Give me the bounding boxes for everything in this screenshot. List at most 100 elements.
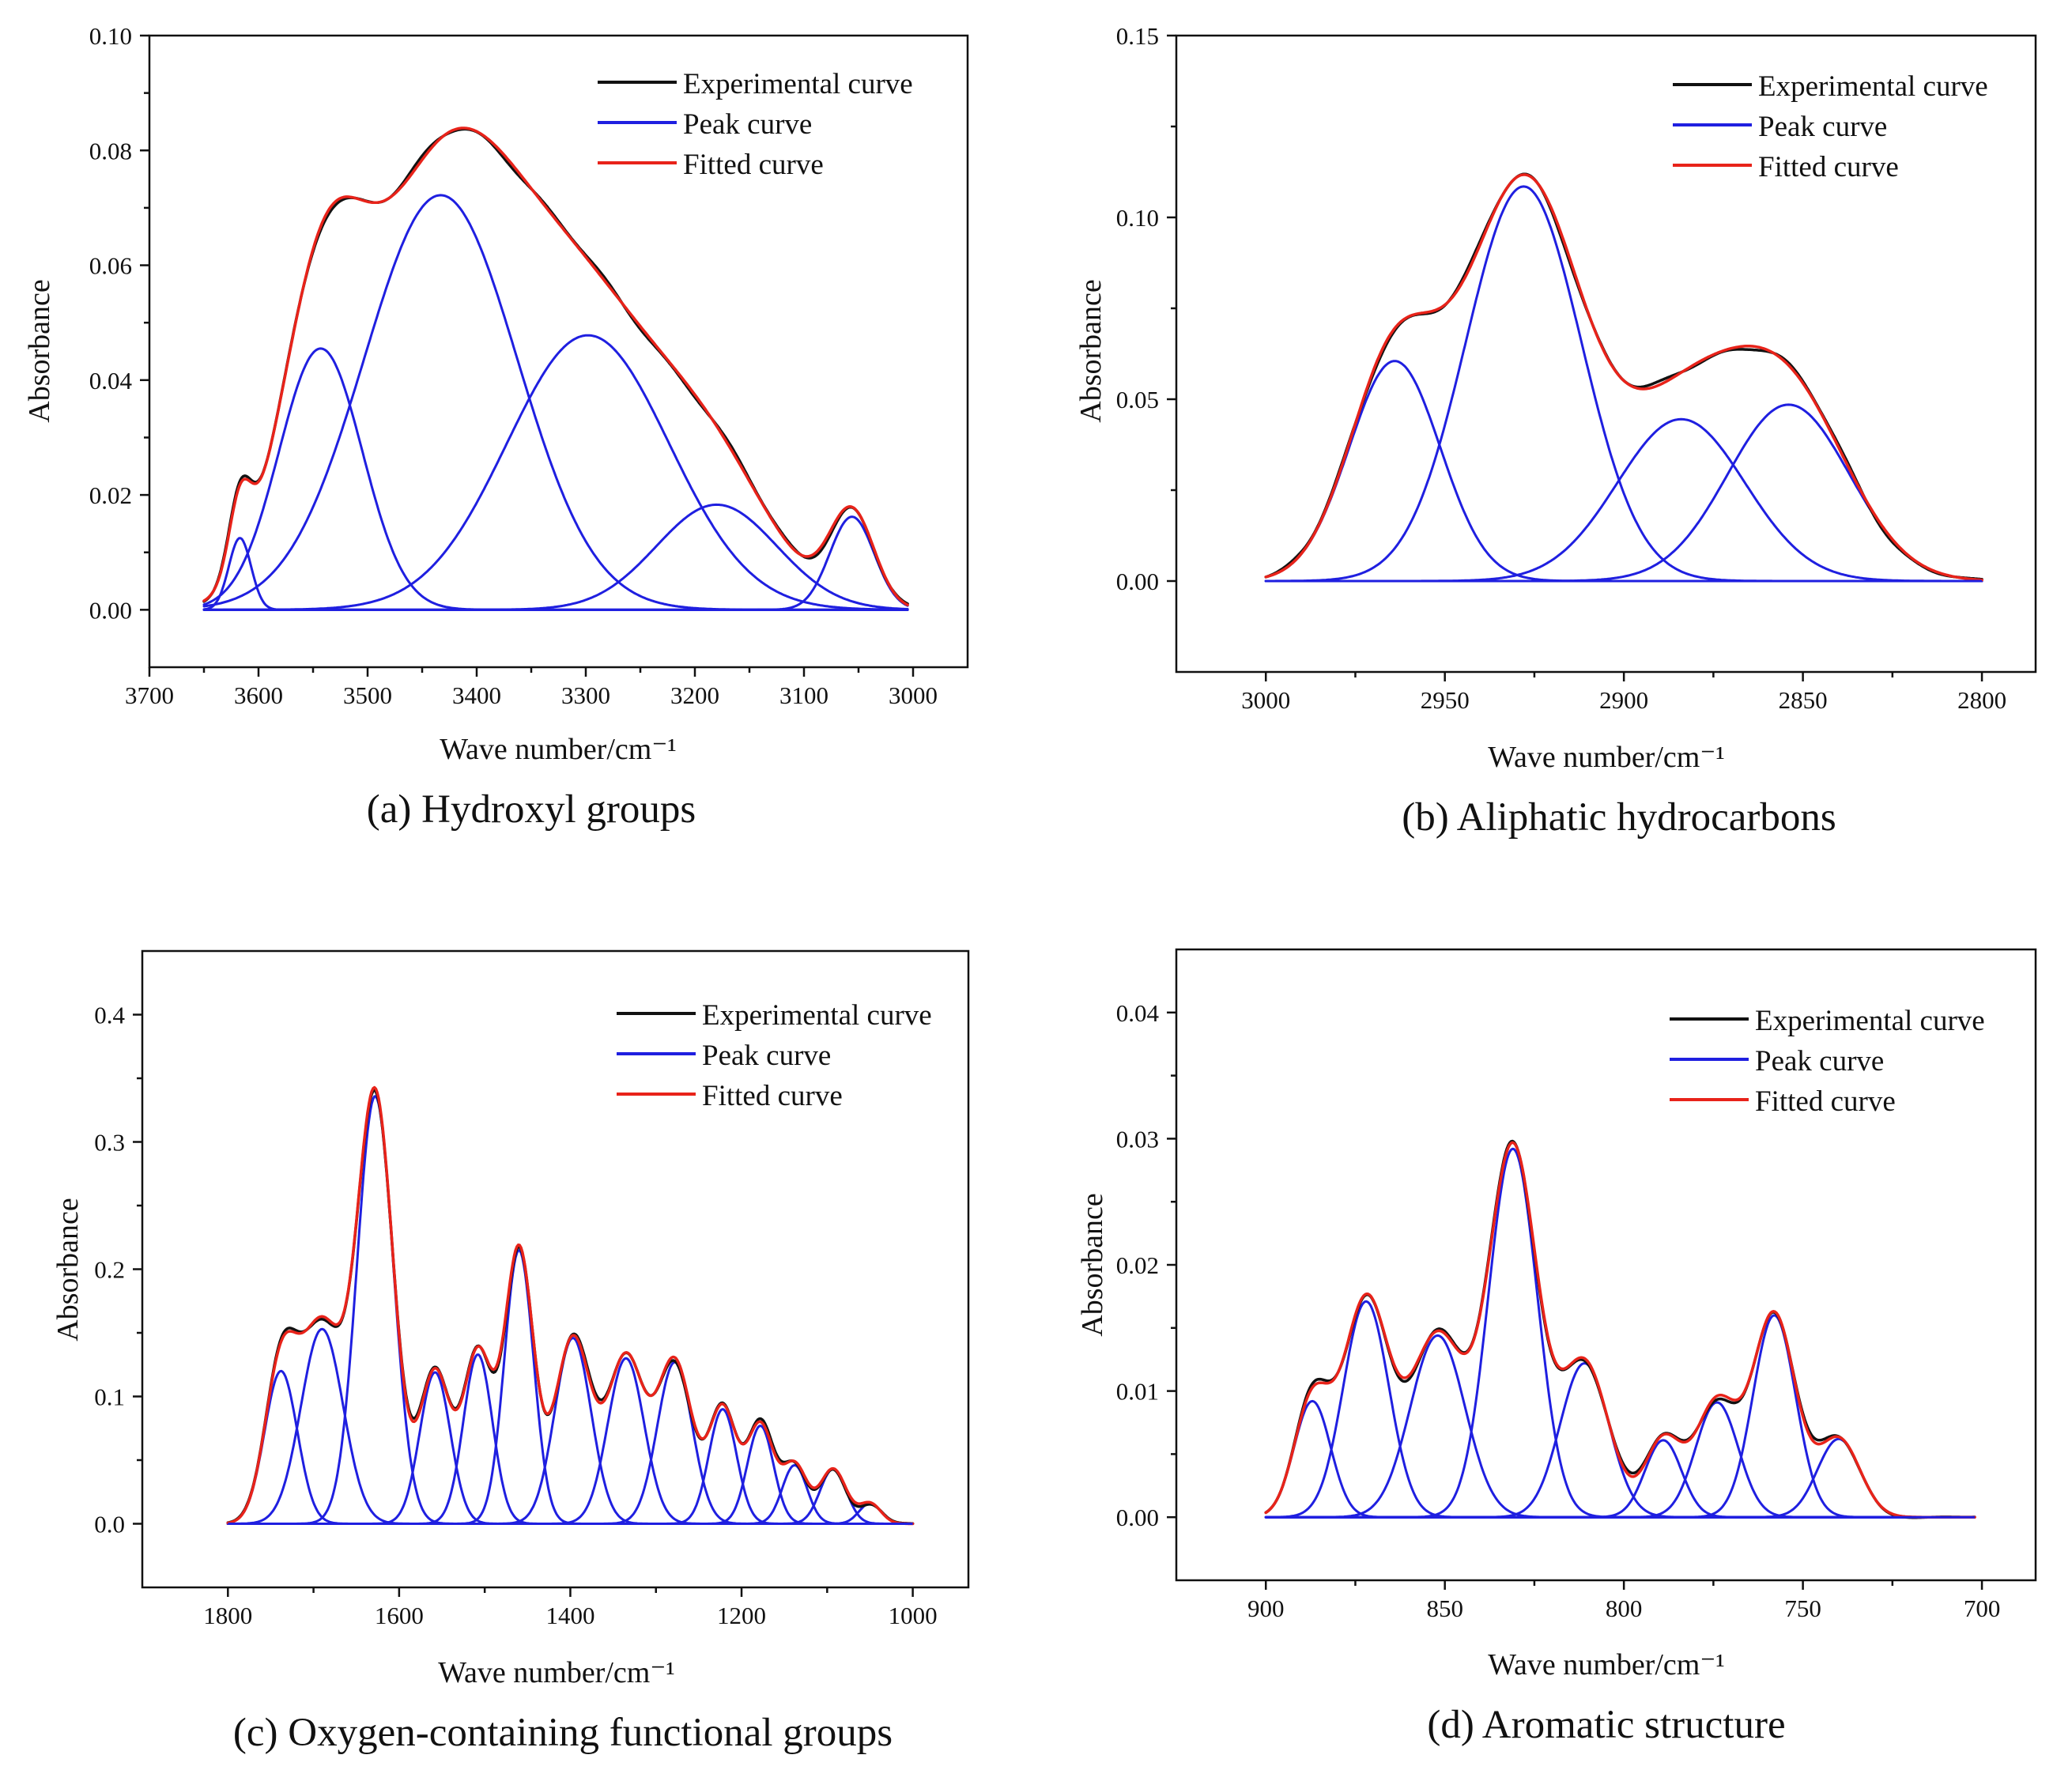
- y-tick-label: 0.10: [1116, 204, 1159, 232]
- y-tick-label: 0.2: [94, 1256, 125, 1284]
- panel-caption: (b) Aliphatic hydrocarbons: [1402, 795, 1836, 840]
- x-tick-label: 800: [1606, 1595, 1643, 1622]
- x-axis-label: Wave number/cm⁻¹: [1488, 1648, 1725, 1681]
- legend-label-peak: Peak curve: [702, 1040, 831, 1072]
- series-group: [1264, 172, 1983, 583]
- y-tick-label: 0.15: [1116, 22, 1159, 50]
- experimental-curve: [226, 1089, 915, 1525]
- legend-label-peak: Peak curve: [1755, 1045, 1884, 1077]
- legend-label-fitted: Fitted curve: [683, 149, 824, 181]
- y-tick-label: 0.1: [94, 1383, 125, 1411]
- experimental-curve: [1264, 172, 1983, 581]
- y-tick-label: 0.04: [89, 367, 133, 394]
- plot-frame: [141, 949, 970, 1589]
- legend-label-experimental: Experimental curve: [1758, 70, 1988, 103]
- fitted-curve: [226, 1085, 915, 1526]
- peak-curve-10: [226, 1408, 915, 1525]
- x-tick-label: 2900: [1599, 686, 1648, 714]
- peak-curve-11: [226, 1425, 915, 1525]
- y-tick-label: 0.3: [94, 1129, 125, 1157]
- axis-ticks: 1800 1600 1400 1200 1000 0.0 0.1 0.2 0.3 0.4: [94, 1002, 937, 1630]
- y-tick-label: 0.06: [89, 252, 132, 280]
- x-axis-label: Wave number/cm⁻¹: [440, 733, 677, 766]
- y-axis-label: Absorbance: [23, 279, 56, 422]
- x-tick-label: 3500: [343, 681, 392, 709]
- peak-curve-3: [1264, 417, 1983, 583]
- legend-label-fitted: Fitted curve: [1755, 1085, 1896, 1118]
- peak-curve-6: [226, 1249, 915, 1525]
- panel-caption: (a) Hydroxyl groups: [367, 787, 696, 832]
- x-tick-label: 2800: [1957, 686, 2006, 714]
- x-tick-label: 3400: [452, 681, 501, 709]
- peak-curve-12: [226, 1464, 915, 1525]
- y-axis-label: Absorbance: [1074, 279, 1108, 422]
- legend-label-experimental: Experimental curve: [683, 68, 913, 100]
- peak-curve-4: [202, 334, 909, 611]
- fitted-curve: [1264, 1141, 1976, 1519]
- panel-caption: (d) Aromatic structure: [1427, 1703, 1785, 1747]
- fitted-curve: [202, 126, 909, 606]
- panel-d-aromatic-structure: 900 850 800 750 700 0.00 0.01 0.02 0.03 0.04 Expe…: [1076, 948, 2037, 1747]
- x-tick-label: 1200: [717, 1602, 766, 1629]
- axis-ticks: 3700 3600 3500 3400 3300 3200 3100 3000 0.00 0.02…: [89, 22, 938, 709]
- x-tick-label: 3000: [1241, 686, 1290, 714]
- legend-label-fitted: Fitted curve: [1758, 151, 1899, 183]
- y-axis-label: Absorbance: [51, 1198, 85, 1341]
- legend-label-experimental: Experimental curve: [1755, 1005, 1985, 1037]
- x-tick-label: 1600: [375, 1602, 424, 1629]
- legend-label-experimental: Experimental curve: [702, 999, 932, 1032]
- x-tick-label: 850: [1426, 1595, 1463, 1622]
- peak-curve-1: [202, 537, 909, 611]
- panel-b-aliphatic-hydrocarbons: 3000 2950 2900 2850 2800 0.00 0.05 0.10 0.15 Exp…: [1074, 22, 2037, 840]
- series-group: [202, 126, 909, 611]
- y-tick-label: 0.04: [1116, 999, 1160, 1027]
- legend: Experimental curve Peak curve Fitted cur…: [1670, 1005, 1985, 1118]
- x-tick-label: 750: [1784, 1595, 1821, 1622]
- legend-label-peak: Peak curve: [683, 108, 812, 141]
- plot-frame: [148, 34, 969, 669]
- axis-ticks: 900 850 800 750 700 0.00 0.01 0.02 0.03 0.04: [1116, 999, 2001, 1622]
- peak-curve-5: [1264, 1362, 1976, 1519]
- series-group: [1264, 1139, 1976, 1519]
- y-tick-label: 0.08: [89, 137, 132, 164]
- x-axis-label: Wave number/cm⁻¹: [438, 1656, 675, 1689]
- legend: Experimental curve Peak curve Fitted cur…: [617, 999, 932, 1112]
- peak-curve-3: [226, 1095, 915, 1525]
- peak-curve-5: [202, 503, 909, 611]
- x-tick-label: 700: [1964, 1595, 2001, 1622]
- y-tick-label: 0.02: [89, 481, 132, 509]
- experimental-curve: [202, 127, 909, 606]
- x-tick-label: 2850: [1779, 686, 1828, 714]
- y-tick-label: 0.03: [1116, 1125, 1159, 1153]
- x-tick-label: 3200: [670, 681, 719, 709]
- legend-label-peak: Peak curve: [1758, 111, 1887, 143]
- y-tick-label: 0.4: [94, 1002, 125, 1029]
- fitted-curve: [1264, 173, 1983, 582]
- x-tick-label: 1800: [203, 1602, 252, 1629]
- y-axis-label: Absorbance: [1076, 1193, 1109, 1336]
- x-tick-label: 900: [1247, 1595, 1285, 1622]
- y-tick-label: 0.00: [1116, 568, 1159, 595]
- panel-caption: (c) Oxygen-containing functional groups: [233, 1711, 893, 1755]
- x-tick-label: 2950: [1421, 686, 1470, 714]
- plot-frame: [1175, 34, 2037, 674]
- y-tick-label: 0.05: [1116, 386, 1159, 413]
- legend: Experimental curve Peak curve Fitted cur…: [1673, 70, 1988, 183]
- y-tick-label: 0.01: [1116, 1378, 1159, 1406]
- y-tick-label: 0.0: [94, 1511, 125, 1538]
- peak-curve-6: [202, 515, 909, 611]
- x-tick-label: 3300: [561, 681, 610, 709]
- series-group: [226, 1085, 915, 1526]
- legend-label-fitted: Fitted curve: [702, 1080, 843, 1112]
- panel-c-oxygen-containing-functional-groups: 1800 1600 1400 1200 1000 0.0 0.1 0.2 0.3 0.4 Expe…: [51, 949, 970, 1755]
- x-tick-label: 1400: [545, 1602, 594, 1629]
- y-tick-label: 0.00: [89, 596, 132, 624]
- x-tick-label: 3600: [234, 681, 283, 709]
- axis-ticks: 3000 2950 2900 2850 2800 0.00 0.05 0.10 0.15: [1116, 22, 2006, 714]
- panel-a-hydroxyl-groups: 3700 3600 3500 3400 3300 3200 3100 3000 0.00 0.02…: [23, 22, 969, 832]
- y-tick-label: 0.10: [89, 22, 132, 50]
- x-axis-label: Wave number/cm⁻¹: [1488, 741, 1725, 774]
- y-tick-label: 0.02: [1116, 1251, 1159, 1279]
- x-tick-label: 3700: [125, 681, 174, 709]
